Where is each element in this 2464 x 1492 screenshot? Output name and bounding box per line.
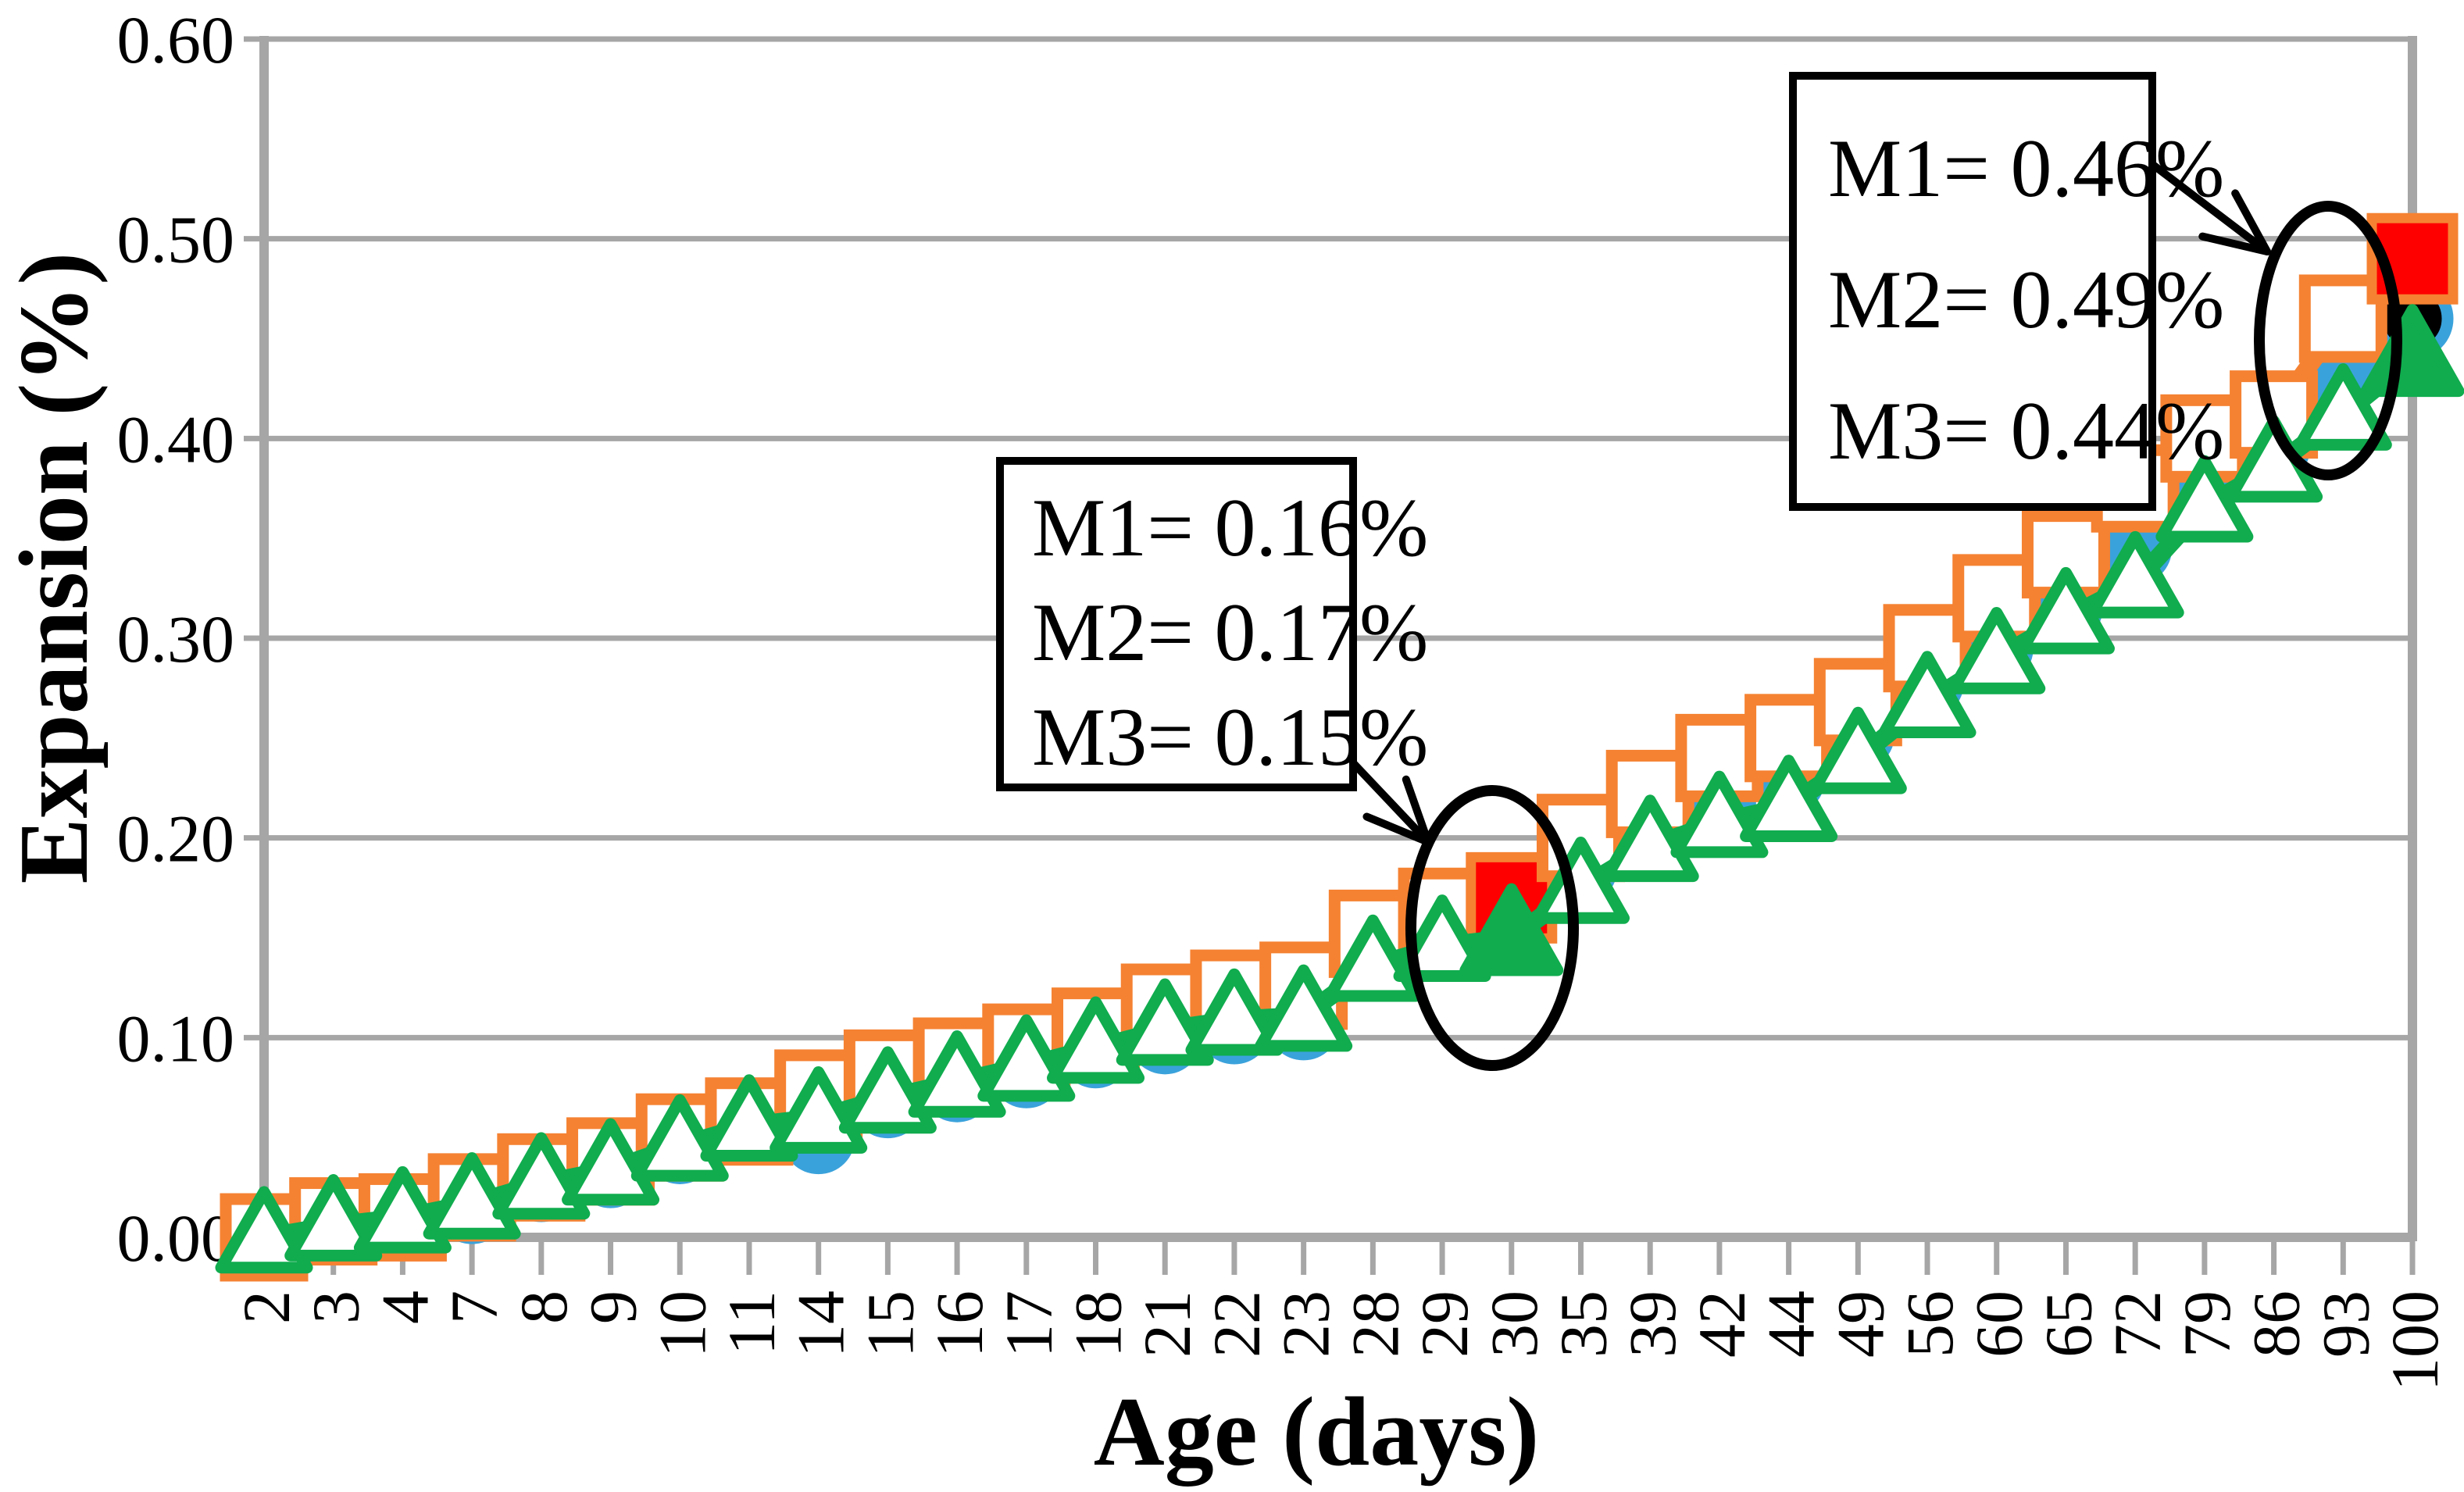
x-tick-label-14: 14 — [784, 1290, 859, 1358]
m3-final-marker — [2360, 304, 2464, 398]
arrow-to-day93-head-0 — [2198, 232, 2271, 255]
x-tick-label-42: 42 — [1684, 1290, 1759, 1358]
x-tick-label-15: 15 — [852, 1290, 927, 1358]
y-tick-label-0.20: 0.20 — [117, 801, 235, 876]
y-tick-label-0.50: 0.50 — [117, 202, 235, 277]
x-tick-label-65: 65 — [2030, 1290, 2105, 1358]
x-tick-label-44: 44 — [1754, 1290, 1829, 1358]
annotation-line: M1= 0.16% — [1032, 482, 1429, 573]
arrow-to-day93-head-1 — [2231, 189, 2271, 255]
x-tick-label-3: 3 — [298, 1290, 373, 1324]
annotation-box-day30: M1= 0.16% M2= 0.17% M3= 0.15% — [996, 457, 1429, 791]
x-tick-label-60: 60 — [1962, 1290, 2037, 1358]
m3-marker — [1393, 894, 1491, 982]
m3-marker — [1809, 706, 1907, 794]
x-tick-label-79: 79 — [2169, 1290, 2244, 1358]
arrow-to-day30-head-1 — [1402, 775, 1432, 846]
x-tick-label-8: 8 — [506, 1290, 581, 1324]
x-tick-label-39: 39 — [1615, 1290, 1690, 1358]
x-axis-title: Age (days) — [1093, 1378, 1540, 1487]
m3-marker — [1255, 964, 1353, 1052]
y-tick-label-0.10: 0.10 — [117, 1001, 235, 1076]
x-tick-label-100: 100 — [2377, 1290, 2452, 1391]
y-tick-label-0.40: 0.40 — [117, 402, 235, 477]
annotation-line: M3= 0.44% — [1828, 385, 2225, 477]
x-tick-label-2: 2 — [229, 1290, 304, 1324]
y-axis-title: Expansion (%) — [0, 252, 109, 884]
y-tick-label-0.00: 0.00 — [117, 1201, 235, 1276]
m3-marker — [1116, 978, 1214, 1066]
x-tick-label-9: 9 — [576, 1290, 651, 1324]
annotation-line: M2= 0.49% — [1828, 254, 2225, 345]
m3-marker — [215, 1186, 313, 1274]
x-tick-label-29: 29 — [1407, 1290, 1482, 1358]
m3-marker — [2086, 530, 2184, 619]
m2-marker — [2298, 274, 2387, 363]
m3-marker — [353, 1165, 452, 1254]
m3-marker — [1878, 651, 1977, 739]
m3-marker — [1531, 837, 1630, 924]
x-tick-label-28: 28 — [1337, 1290, 1412, 1358]
m3-marker — [1740, 755, 1838, 842]
x-tick-label-49: 49 — [1823, 1290, 1898, 1358]
x-tick-label-17: 17 — [991, 1290, 1066, 1358]
annotation-box-day100: M1= 0.46% M2= 0.49% M3= 0.44% — [1789, 72, 2225, 511]
m3-marker — [284, 1174, 383, 1262]
x-tick-label-10: 10 — [645, 1290, 720, 1358]
x-tick-label-16: 16 — [922, 1290, 997, 1358]
annotation-line: M2= 0.17% — [1032, 587, 1429, 678]
m3-marker — [2294, 363, 2392, 451]
x-tick-label-18: 18 — [1061, 1290, 1136, 1358]
annotation-line: M3= 0.15% — [1032, 691, 1429, 783]
x-tick-label-72: 72 — [2100, 1290, 2175, 1358]
x-tick-label-30: 30 — [1477, 1290, 1552, 1358]
highlight-ellipse-day30 — [1405, 785, 1579, 1071]
x-tick-label-35: 35 — [1545, 1290, 1620, 1358]
x-tick-label-93: 93 — [2308, 1290, 2383, 1358]
x-tick-label-86: 86 — [2239, 1290, 2314, 1358]
y-tick-label-0.30: 0.30 — [117, 601, 235, 676]
x-tick-label-56: 56 — [1892, 1290, 1967, 1358]
m3-marker — [1601, 794, 1699, 883]
x-tick-label-4: 4 — [367, 1290, 442, 1324]
arrow-to-day93-shaft — [2144, 157, 2270, 255]
x-tick-label-7: 7 — [437, 1290, 512, 1324]
x-tick-label-21: 21 — [1130, 1290, 1205, 1358]
m3-marker — [700, 1074, 798, 1162]
m3-marker — [562, 1118, 660, 1206]
x-tick-label-22: 22 — [1199, 1290, 1274, 1358]
arrow-to-day30-head-0 — [1362, 812, 1432, 846]
annotation-line: M1= 0.46% — [1828, 123, 2225, 214]
x-tick-label-23: 23 — [1269, 1290, 1344, 1358]
highlight-ellipse-day93 — [2254, 201, 2402, 480]
x-tick-label-11: 11 — [714, 1290, 789, 1355]
m3-marker — [492, 1132, 591, 1220]
m3-final-marker — [1459, 883, 1564, 976]
y-tick-label-0.60: 0.60 — [117, 2, 235, 77]
m3-marker — [1185, 968, 1284, 1056]
